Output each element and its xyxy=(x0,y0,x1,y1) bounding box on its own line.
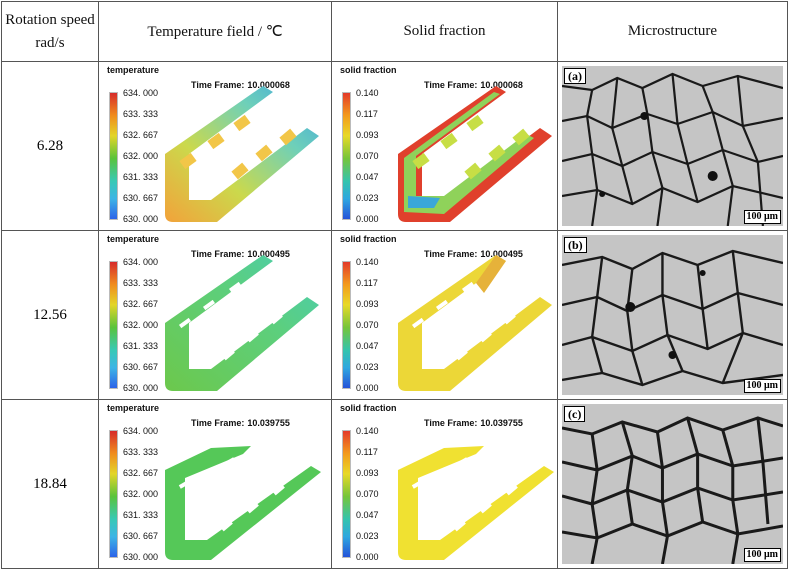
tick: 0.000 xyxy=(356,214,379,224)
rotation-speed-value: 12.56 xyxy=(1,230,99,400)
solid-fraction-label: solid fraction xyxy=(340,65,397,75)
time-frame: Time Frame: 10.000495 xyxy=(424,249,523,259)
rotation-speed-value: 18.84 xyxy=(1,399,99,569)
tick: 0.140 xyxy=(356,257,379,267)
temperature-panel: temperature Time Frame: 10.000495 634. 00… xyxy=(99,231,331,399)
tick: 0.047 xyxy=(356,341,379,351)
temperature-label: temperature xyxy=(107,234,160,244)
tick: 634. 000 xyxy=(123,426,159,436)
microstructure-panel: (b) 100 μm xyxy=(558,231,787,399)
header-rotation-speed-line1: Rotation speed xyxy=(5,11,95,28)
tick: 0.000 xyxy=(356,383,379,393)
header-rotation-speed-line2: rad/s xyxy=(35,34,65,51)
solid-fraction-colorbar xyxy=(342,430,351,558)
temperature-colorbar xyxy=(109,430,118,558)
tick: 630. 000 xyxy=(123,383,159,393)
tick: 631. 333 xyxy=(123,510,159,520)
header-microstructure: Microstructure xyxy=(557,1,788,62)
time-frame: Time Frame: 10.039755 xyxy=(424,418,523,428)
solid-fraction-panel: solid fraction Time Frame: 10.000068 0.14… xyxy=(332,62,557,230)
tick: 630. 667 xyxy=(123,362,159,372)
tick: 0.023 xyxy=(356,362,379,372)
solid-fraction-label: solid fraction xyxy=(340,403,397,413)
u-part-temperature-map xyxy=(165,86,319,222)
tick: 0.093 xyxy=(356,468,379,478)
header-rotation-speed: Rotation speed rad/s xyxy=(1,1,99,62)
solid-fraction-label: solid fraction xyxy=(340,234,397,244)
tick: 0.023 xyxy=(356,193,379,203)
temperature-colorbar xyxy=(109,261,118,389)
tick: 0.140 xyxy=(356,426,379,436)
u-part-solid-fraction-map xyxy=(398,446,554,560)
tick: 632. 667 xyxy=(123,130,159,140)
microstructure-panel: (c) 100 μm xyxy=(558,400,787,568)
time-frame: Time Frame: 10.000068 xyxy=(191,80,290,90)
microstructure-panel: (a) 100 μm xyxy=(558,62,787,230)
tick: 632. 000 xyxy=(123,320,159,330)
micrograph-image: (b) 100 μm xyxy=(562,235,783,395)
header-solid-fraction: Solid fraction xyxy=(331,1,558,62)
tick: 634. 000 xyxy=(123,257,159,267)
temperature-colorbar xyxy=(109,92,118,220)
tick: 632. 000 xyxy=(123,151,159,161)
tick: 0.070 xyxy=(356,320,379,330)
solid-fraction-colorbar xyxy=(342,92,351,220)
tick: 632. 000 xyxy=(123,489,159,499)
tick: 633. 333 xyxy=(123,278,159,288)
time-frame: Time Frame: 10.000068 xyxy=(424,80,523,90)
tick: 631. 333 xyxy=(123,172,159,182)
micrograph-image: (c) 100 μm xyxy=(562,404,783,564)
tick: 0.140 xyxy=(356,88,379,98)
tick: 0.047 xyxy=(356,510,379,520)
tick: 0.117 xyxy=(356,447,378,457)
u-part-temperature-map xyxy=(165,255,319,391)
tick: 634. 000 xyxy=(123,88,159,98)
temperature-panel: temperature Time Frame: 10.039755 634. 00… xyxy=(99,400,331,568)
tick: 0.000 xyxy=(356,552,379,562)
tick: 633. 333 xyxy=(123,447,159,457)
header-temperature-field: Temperature field / ℃ xyxy=(98,1,332,62)
tick: 630. 667 xyxy=(123,193,159,203)
tick: 630. 000 xyxy=(123,552,159,562)
tick: 0.117 xyxy=(356,278,378,288)
scale-bar: 100 μm xyxy=(743,548,781,562)
tick: 0.070 xyxy=(356,489,379,499)
scale-bar: 100 μm xyxy=(743,210,781,224)
tick: 632. 667 xyxy=(123,299,159,309)
tick: 0.047 xyxy=(356,172,379,182)
solid-fraction-panel: solid fraction Time Frame: 10.000495 0.14… xyxy=(332,231,557,399)
tick: 0.070 xyxy=(356,151,379,161)
temperature-label: temperature xyxy=(107,403,160,413)
rotation-speed-value: 6.28 xyxy=(1,61,99,231)
tick: 633. 333 xyxy=(123,109,159,119)
micrograph-image: (a) 100 μm xyxy=(562,66,783,226)
u-part-solid-fraction-map xyxy=(398,255,552,391)
tick: 632. 667 xyxy=(123,468,159,478)
tick: 0.117 xyxy=(356,109,378,119)
tick: 0.023 xyxy=(356,531,379,541)
solid-fraction-panel: solid fraction Time Frame: 10.039755 0.14… xyxy=(332,400,557,568)
solid-fraction-colorbar xyxy=(342,261,351,389)
panel-label: (c) xyxy=(564,406,586,422)
panel-label: (a) xyxy=(564,68,586,84)
tick: 630. 000 xyxy=(123,214,159,224)
tick: 630. 667 xyxy=(123,531,159,541)
temperature-panel: temperature Time Frame: 10.000068 634. 00… xyxy=(99,62,331,230)
scale-bar: 100 μm xyxy=(743,379,781,393)
tick: 0.093 xyxy=(356,299,379,309)
time-frame: Time Frame: 10.000495 xyxy=(191,249,290,259)
u-part-temperature-map xyxy=(165,446,321,560)
tick: 631. 333 xyxy=(123,341,159,351)
panel-label: (b) xyxy=(564,237,587,253)
time-frame: Time Frame: 10.039755 xyxy=(191,418,290,428)
u-part-solid-fraction-map xyxy=(398,86,552,222)
tick: 0.093 xyxy=(356,130,379,140)
temperature-label: temperature xyxy=(107,65,160,75)
